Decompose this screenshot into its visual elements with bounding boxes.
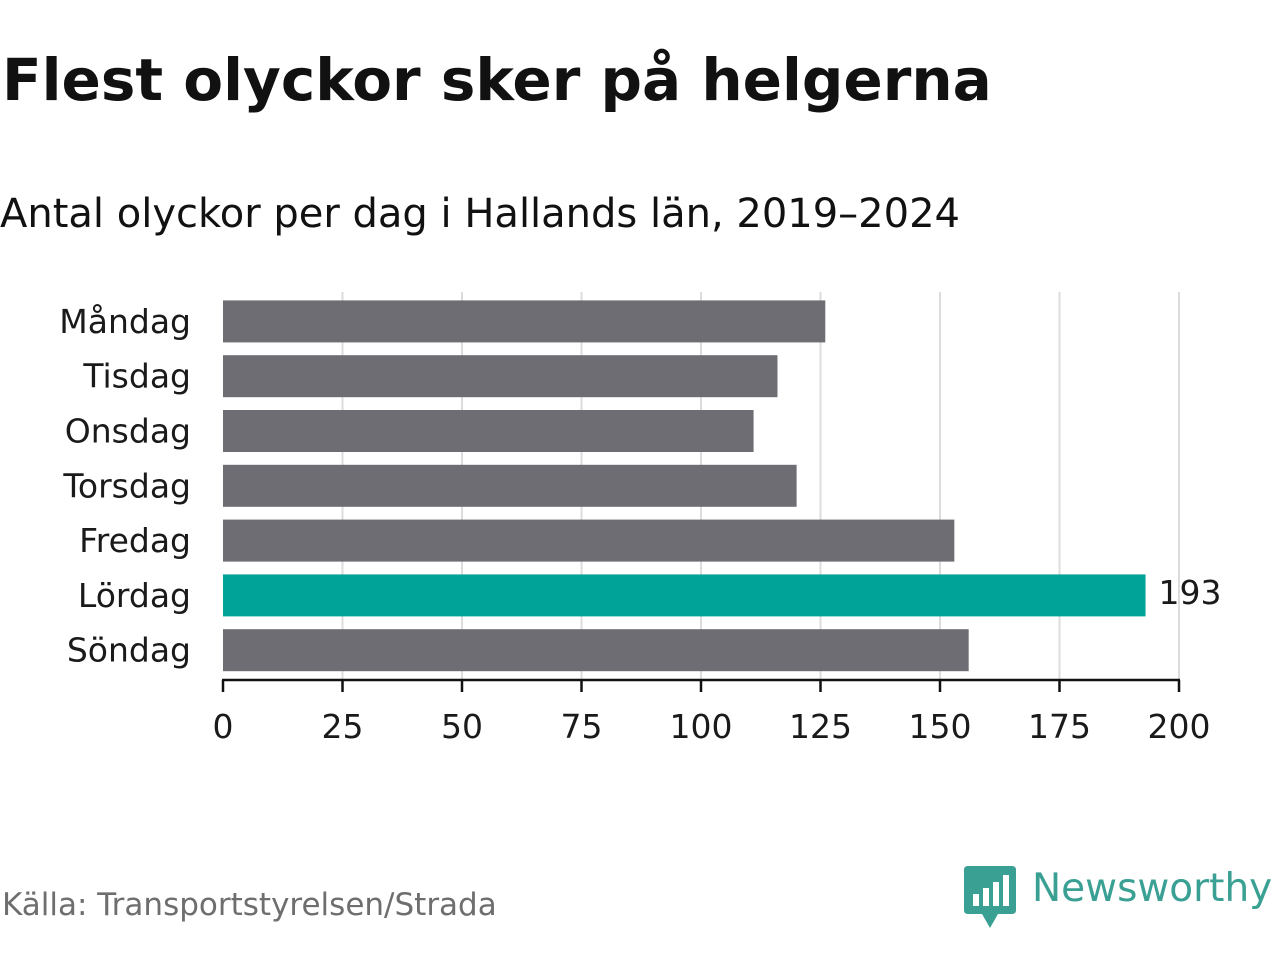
x-tick-label: 150: [909, 707, 972, 746]
data-label: 193: [1159, 573, 1222, 612]
brand-logo: Newsworthy: [964, 862, 1272, 932]
bar: [223, 574, 1146, 617]
source-note: Källa: Transportstyrelsen/Strada: [2, 887, 497, 923]
x-tick-label: 50: [441, 707, 483, 746]
category-labels: Måndag Tisdag Onsdag Torsdag Fredag Lördag Sön…: [59, 302, 191, 670]
x-tick-label: 0: [213, 707, 234, 746]
x-tick-label: 100: [670, 707, 733, 746]
category-label: Torsdag: [62, 466, 191, 505]
x-axis: 0 25 50 75 100 125 150 175 200: [213, 678, 1211, 746]
bar: [223, 300, 826, 343]
category-label: Fredag: [79, 521, 191, 560]
bar: [223, 410, 754, 452]
chart-title: Flest olyckor sker på helgerna: [2, 46, 992, 114]
chart-subtitle: Antal olyckor per dag i Hallands län, 20…: [0, 191, 960, 237]
brand-name: Newsworthy: [1032, 866, 1273, 911]
bar: [223, 464, 797, 507]
bar: [223, 519, 955, 562]
category-label: Måndag: [59, 302, 191, 341]
bar-chart: Måndag Tisdag Onsdag Torsdag Fredag Lördag Sön…: [59, 292, 1222, 746]
bars: [223, 300, 1146, 672]
bar: [223, 629, 969, 672]
category-label: Lördag: [78, 576, 191, 615]
category-label: Tisdag: [82, 357, 191, 396]
bar: [223, 355, 778, 398]
x-tick-label: 175: [1028, 707, 1091, 746]
bar-chart-speech-bubble-icon: [964, 866, 1016, 928]
x-tick-label: 200: [1148, 707, 1211, 746]
category-label: Onsdag: [65, 412, 191, 451]
category-label: Söndag: [67, 631, 191, 670]
x-tick-label: 25: [322, 707, 364, 746]
x-tick-label: 75: [561, 707, 603, 746]
x-tick-label: 125: [789, 707, 852, 746]
data-labels: 193: [1159, 573, 1222, 612]
